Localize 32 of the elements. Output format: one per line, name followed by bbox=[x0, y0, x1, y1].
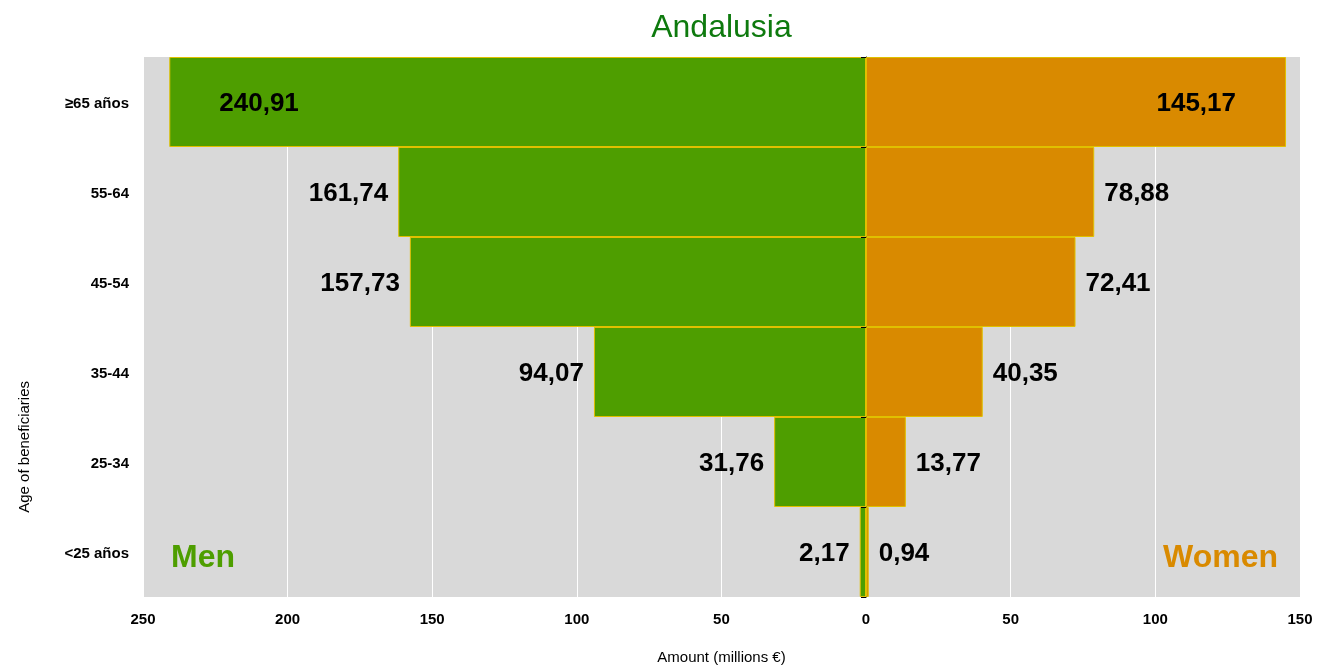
x-tick-label: 100 bbox=[564, 610, 590, 627]
data-label: 72,41 bbox=[1085, 267, 1151, 297]
y-tick-label: 35-44 bbox=[90, 363, 130, 381]
y-axis-title: Age of beneficiaries bbox=[15, 381, 32, 513]
x-tick-label: 50 bbox=[1002, 610, 1020, 627]
data-label: 2,17 bbox=[799, 537, 850, 567]
data-label: 0,94 bbox=[878, 537, 930, 567]
data-label: 94,07 bbox=[518, 357, 584, 387]
y-tick-label: ≥65 años bbox=[64, 93, 129, 111]
data-label: 145,17 bbox=[1156, 87, 1237, 117]
x-tick-label: 0 bbox=[861, 610, 871, 627]
text: Men bbox=[171, 538, 235, 574]
x-tick-label: 250 bbox=[130, 610, 156, 627]
x-tick-label: 100 bbox=[1142, 610, 1168, 627]
y-tick-label: 45-54 bbox=[90, 273, 130, 291]
x-tick-label: 50 bbox=[713, 610, 730, 627]
data-label: 161,74 bbox=[308, 177, 389, 207]
data-label: 157,73 bbox=[320, 267, 400, 297]
y-tick-label: <25 años bbox=[64, 543, 129, 561]
text: Women bbox=[1163, 538, 1279, 574]
y-tick-label: 55-64 bbox=[90, 183, 130, 201]
data-label: 240,91 bbox=[219, 87, 299, 117]
x-tick-label: 150 bbox=[1287, 610, 1313, 627]
x-axis-title: Amount (millions €) bbox=[657, 648, 786, 665]
x-tick-label: 200 bbox=[275, 610, 301, 627]
chart-title: Andalusia bbox=[651, 8, 792, 45]
data-label: 31,76 bbox=[699, 447, 765, 477]
data-label: 78,88 bbox=[1104, 177, 1170, 207]
y-tick-label: 25-34 bbox=[90, 453, 130, 471]
data-label: 13,77 bbox=[915, 447, 982, 477]
x-tick-label: 150 bbox=[419, 610, 445, 627]
data-label: 40,35 bbox=[992, 357, 1058, 387]
